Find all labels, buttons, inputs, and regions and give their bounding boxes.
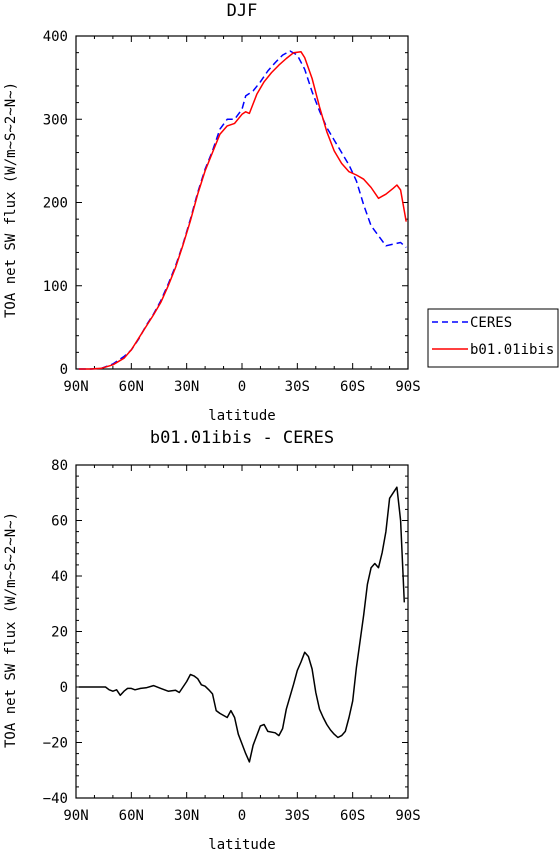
bottom-chart-title: b01.01ibis - CERES <box>150 428 334 448</box>
top-x-tick-label: 60S <box>340 379 365 395</box>
top-chart: DJF 90N 60N 30N 0 30S 60S 90S 0 100 200 300 400 lat… <box>3 1 559 424</box>
top-x-axis-label: latitude <box>208 408 275 424</box>
legend-box <box>427 308 559 368</box>
bottom-y-tick-label: 0 <box>60 680 68 696</box>
bottom-series-line-0 <box>78 486 406 763</box>
bottom-y-tick-label: −40 <box>43 791 68 807</box>
top-y-tick-label: 300 <box>43 112 68 128</box>
bottom-y-axis-label: TOA net SW flux (W/m~S~2~N~) <box>3 512 19 748</box>
bottom-y-tick-label: 40 <box>51 569 68 585</box>
bottom-x-tick-label: 0 <box>238 808 246 824</box>
bottom-y-tick-label: 20 <box>51 625 68 641</box>
legend: CERES b01.01ibis <box>427 308 559 368</box>
bottom-x-tick-label: 30N <box>174 808 199 824</box>
bottom-x-tick-label: 30S <box>285 808 310 824</box>
bottom-plot-frame <box>75 464 409 799</box>
top-y-tick-label: 0 <box>60 362 68 378</box>
bottom-x-tick-label: 90N <box>63 808 88 824</box>
bottom-x-tick-label: 90S <box>395 808 420 824</box>
legend-label-model: b01.01ibis <box>470 342 554 358</box>
legend-label-ceres: CERES <box>470 315 512 331</box>
top-x-tick-label: 60N <box>119 379 144 395</box>
bottom-axis-ticks: 90N 60N 30N 0 30S 60S 90S −40 −20 0 20 40 60 80 <box>43 458 421 824</box>
top-axis-ticks: 90N 60N 30N 0 30S 60S 90S 0 100 200 300 400 <box>43 29 421 395</box>
top-x-tick-label: 30S <box>285 379 310 395</box>
top-plot-frame <box>75 35 409 370</box>
bottom-series-group <box>78 486 406 763</box>
top-chart-title: DJF <box>227 1 258 21</box>
bottom-x-tick-label: 60S <box>340 808 365 824</box>
top-series-group <box>78 50 407 370</box>
bottom-x-axis-label: latitude <box>208 837 275 851</box>
top-y-tick-label: 200 <box>43 196 68 212</box>
bottom-y-tick-label: 60 <box>51 514 68 530</box>
top-y-tick-label: 100 <box>43 279 68 295</box>
bottom-y-tick-label: −20 <box>43 736 68 752</box>
top-y-axis-label: TOA net SW flux (W/m~S~2~N~) <box>3 82 19 318</box>
top-x-tick-label: 30N <box>174 379 199 395</box>
bottom-x-tick-label: 60N <box>119 808 144 824</box>
top-x-tick-label: 90N <box>63 379 88 395</box>
bottom-chart: b01.01ibis - CERES 90N 60N 30N 0 30S 60S 90S −4… <box>3 428 421 851</box>
top-series-line-b01-01ibis <box>78 51 407 370</box>
bottom-y-tick-label: 80 <box>51 458 68 474</box>
top-x-tick-label: 0 <box>238 379 246 395</box>
top-x-tick-label: 90S <box>395 379 420 395</box>
top-series-line-ceres <box>78 50 407 370</box>
top-y-tick-label: 400 <box>43 29 68 45</box>
